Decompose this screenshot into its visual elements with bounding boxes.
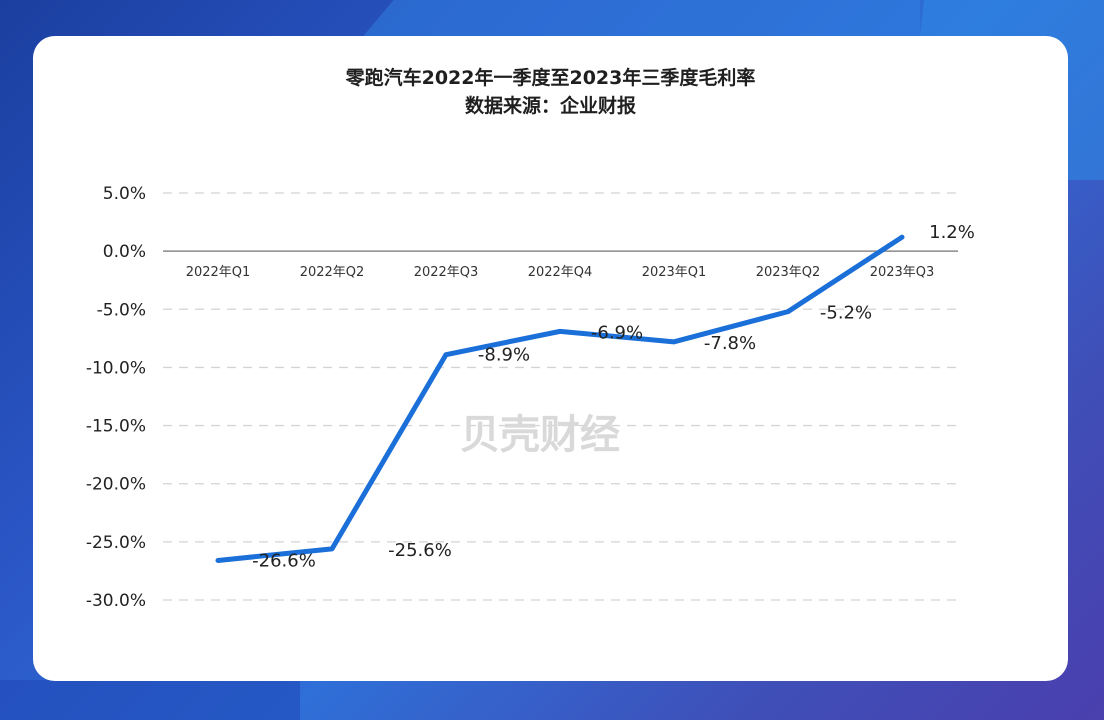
y-tick-label: -30.0% — [86, 591, 146, 611]
chart-card: 零跑汽车2022年一季度至2023年三季度毛利率 数据来源：企业财报 — [33, 36, 1068, 681]
y-tick-label: -10.0% — [86, 358, 146, 378]
y-tick-label: -20.0% — [86, 475, 146, 495]
data-label: -26.6% — [252, 550, 316, 571]
background-shape — [0, 680, 300, 720]
background-shape — [360, 0, 920, 40]
data-label: 1.2% — [929, 222, 975, 243]
y-tick-label: 0.0% — [103, 242, 146, 262]
x-tick-label: 2022年Q3 — [414, 265, 479, 280]
y-tick-label: 5.0% — [103, 184, 146, 204]
watermark: 贝壳财经 — [460, 412, 620, 458]
chart-subtitle: 数据来源：企业财报 — [464, 95, 636, 117]
y-tick-label: -15.0% — [86, 417, 146, 437]
series-line — [215, 234, 905, 563]
data-label: -25.6% — [388, 540, 452, 561]
data-label: -5.2% — [820, 303, 872, 324]
y-tick-label: -25.0% — [86, 533, 146, 553]
data-label: -7.8% — [704, 333, 756, 354]
x-tick-label: 2023年Q3 — [870, 265, 935, 280]
x-tick-label: 2023年Q2 — [756, 265, 821, 280]
y-axis-ticks: 5.0% 0.0% -5.0% -10.0% -15.0% -20.0% -25.0% -30… — [86, 184, 146, 611]
chart-title: 零跑汽车2022年一季度至2023年三季度毛利率 — [345, 67, 756, 89]
data-label: -8.9% — [478, 345, 530, 366]
x-tick-label: 2022年Q2 — [300, 265, 365, 280]
x-axis-ticks: 2022年Q1 2022年Q2 2022年Q3 2022年Q4 2023年Q1 2023年… — [186, 265, 935, 280]
series-line-path — [215, 234, 905, 563]
x-tick-label: 2023年Q1 — [642, 265, 707, 280]
x-tick-label: 2022年Q4 — [528, 265, 593, 280]
y-tick-label: -5.0% — [97, 300, 146, 320]
data-labels: -26.6% -25.6% -8.9% -6.9% -7.8% -5.2% 1.2% — [252, 222, 975, 571]
gridlines — [163, 192, 958, 601]
x-tick-label: 2022年Q1 — [186, 265, 251, 280]
data-label: -6.9% — [591, 322, 643, 343]
